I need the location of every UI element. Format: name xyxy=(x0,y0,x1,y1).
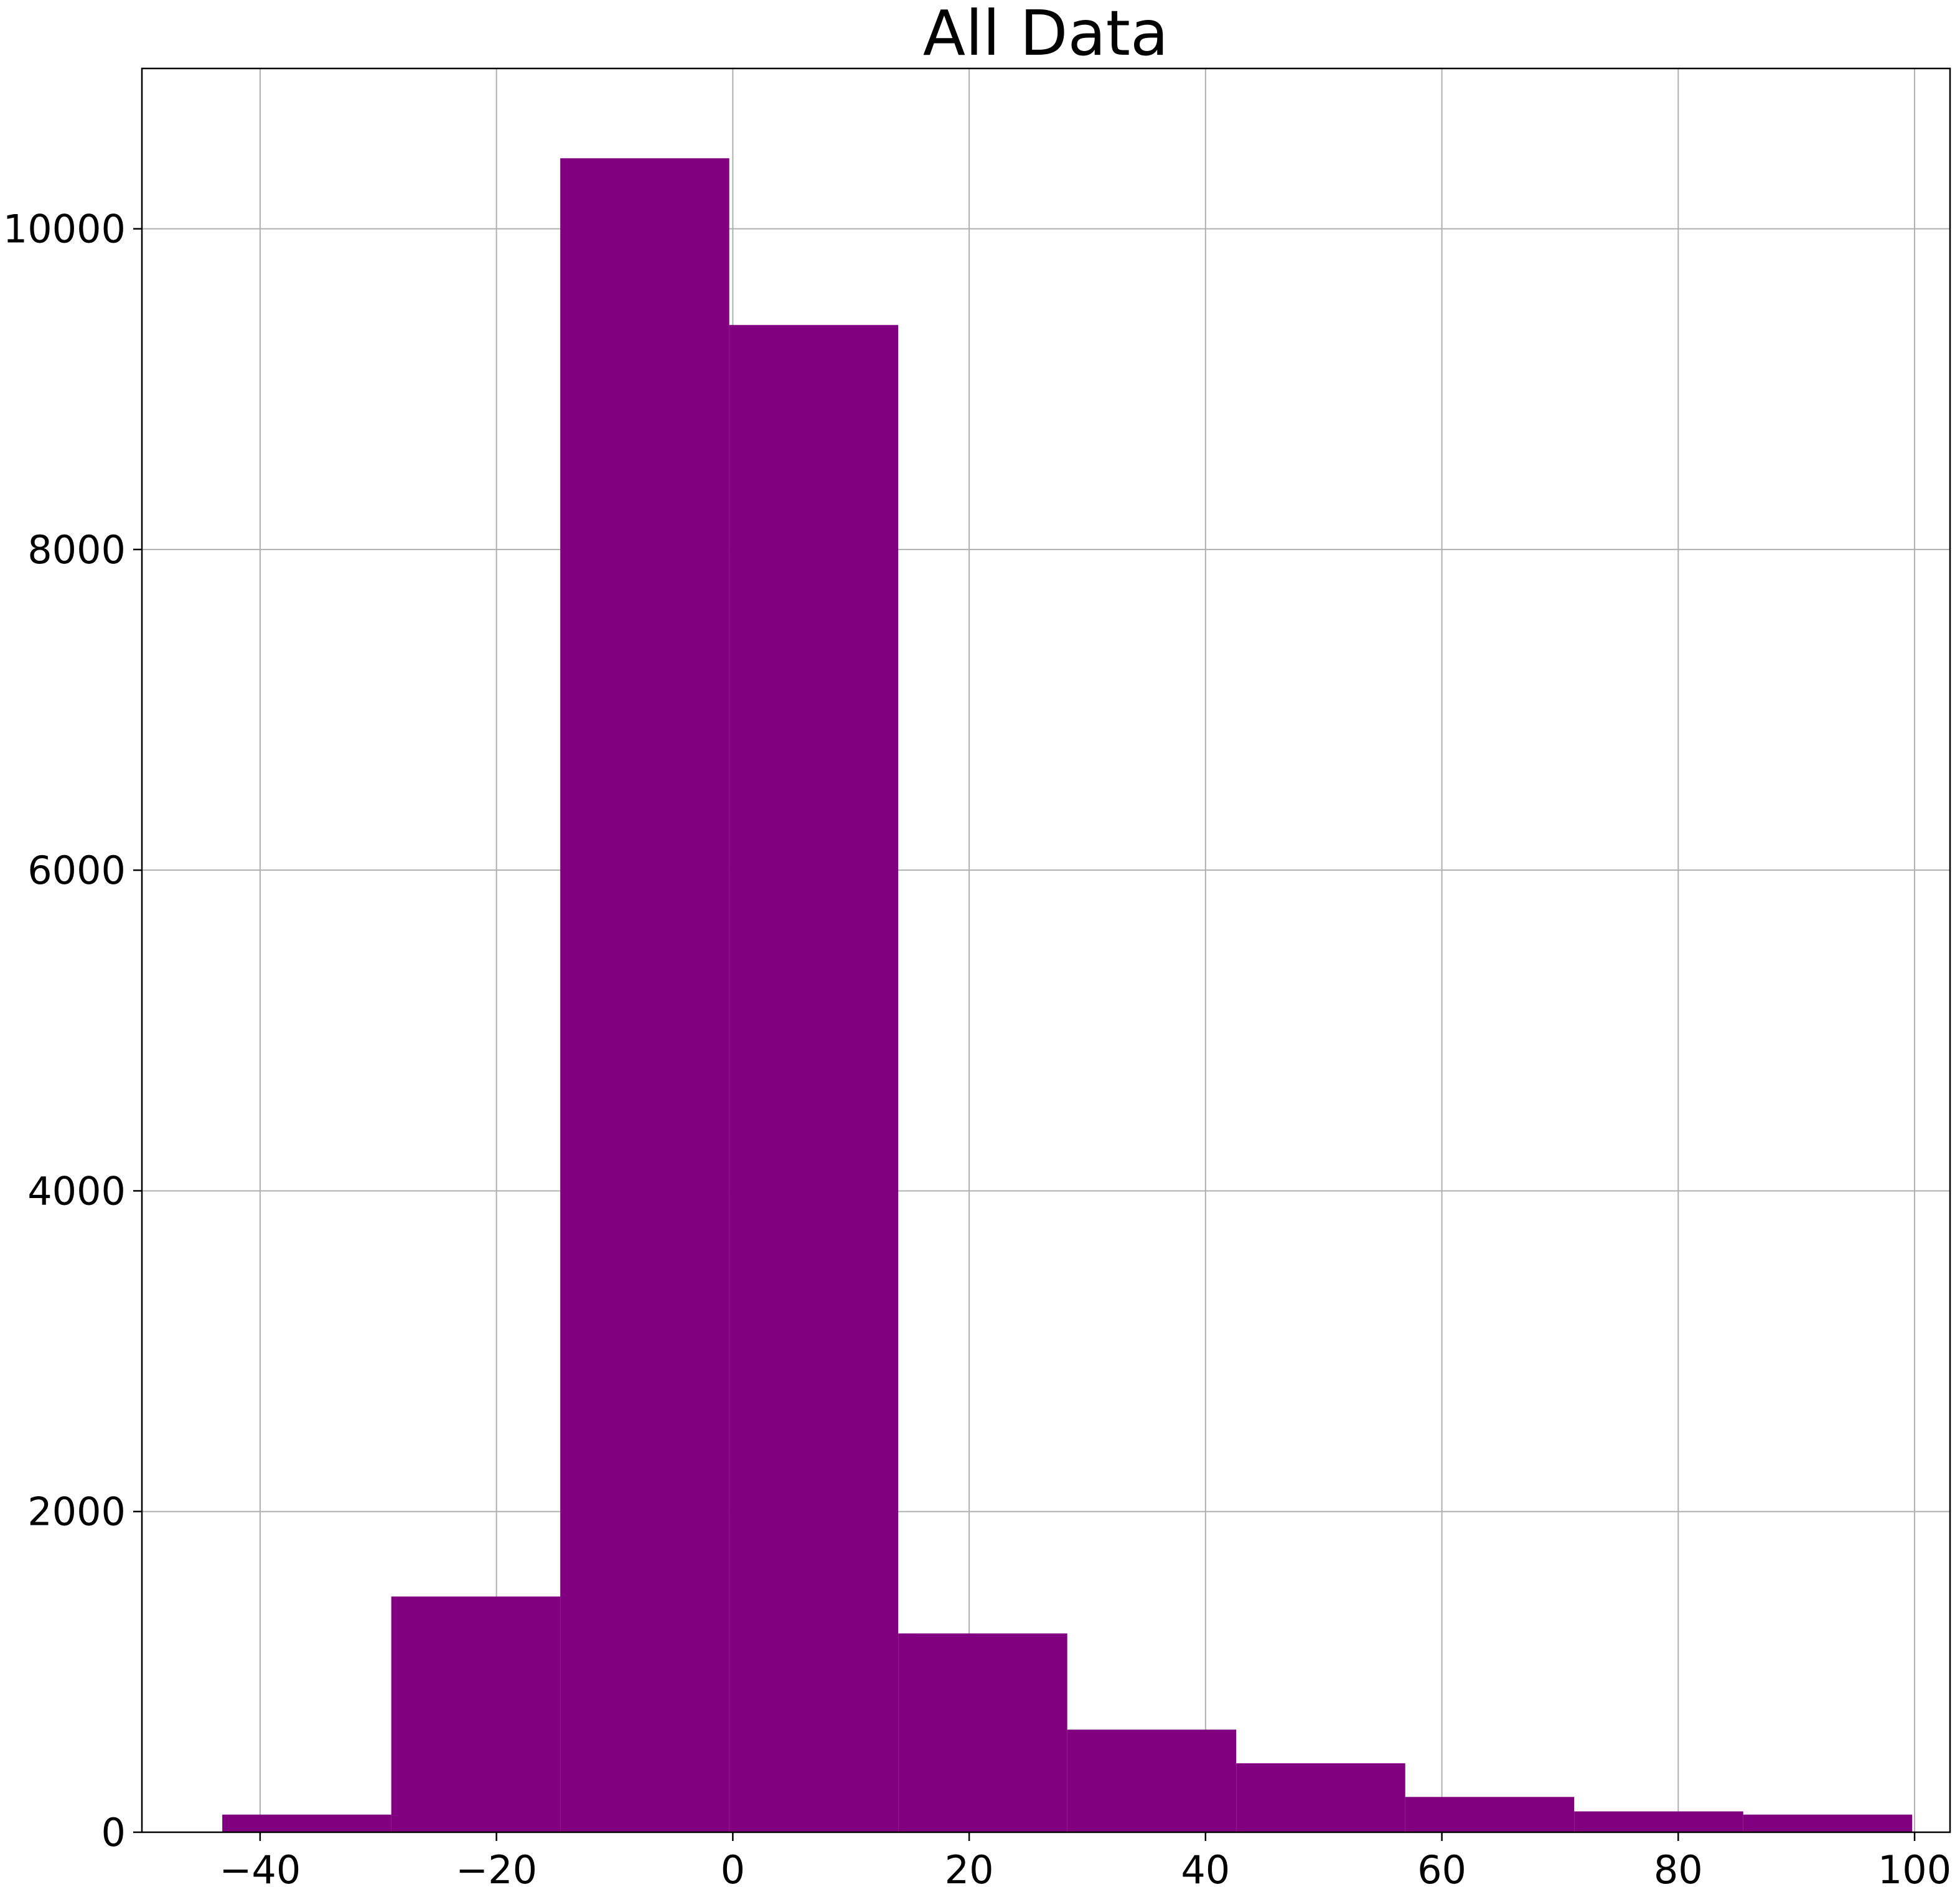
histogram-bar xyxy=(560,158,729,1832)
x-tick-label: −20 xyxy=(456,1847,537,1887)
y-tick-label: 2000 xyxy=(27,1489,126,1535)
y-tick-label: 4000 xyxy=(27,1168,126,1214)
x-tick-label: 40 xyxy=(1181,1847,1230,1887)
x-tick-label: −40 xyxy=(219,1847,301,1887)
y-tick-label: 6000 xyxy=(27,848,126,893)
histogram-bar xyxy=(729,325,899,1832)
histogram-bar xyxy=(1236,1763,1405,1832)
histogram-bar xyxy=(392,1596,561,1832)
y-tick-label: 0 xyxy=(101,1810,126,1855)
histogram-bar xyxy=(1574,1812,1743,1832)
x-tick-label: 80 xyxy=(1654,1847,1703,1887)
histogram-bar xyxy=(1405,1797,1575,1832)
x-tick-label: 60 xyxy=(1417,1847,1466,1887)
histogram-bar xyxy=(898,1634,1067,1832)
chart-title: All Data xyxy=(923,0,1169,70)
histogram-bar xyxy=(222,1815,392,1832)
y-tick-label: 8000 xyxy=(27,527,126,573)
histogram-bar xyxy=(1067,1730,1237,1832)
histogram-bar xyxy=(1743,1815,1913,1832)
x-tick-label: 20 xyxy=(945,1847,994,1887)
x-tick-label: 100 xyxy=(1878,1847,1951,1887)
y-tick-label: 10000 xyxy=(3,207,126,252)
x-tick-label: 0 xyxy=(721,1847,745,1887)
